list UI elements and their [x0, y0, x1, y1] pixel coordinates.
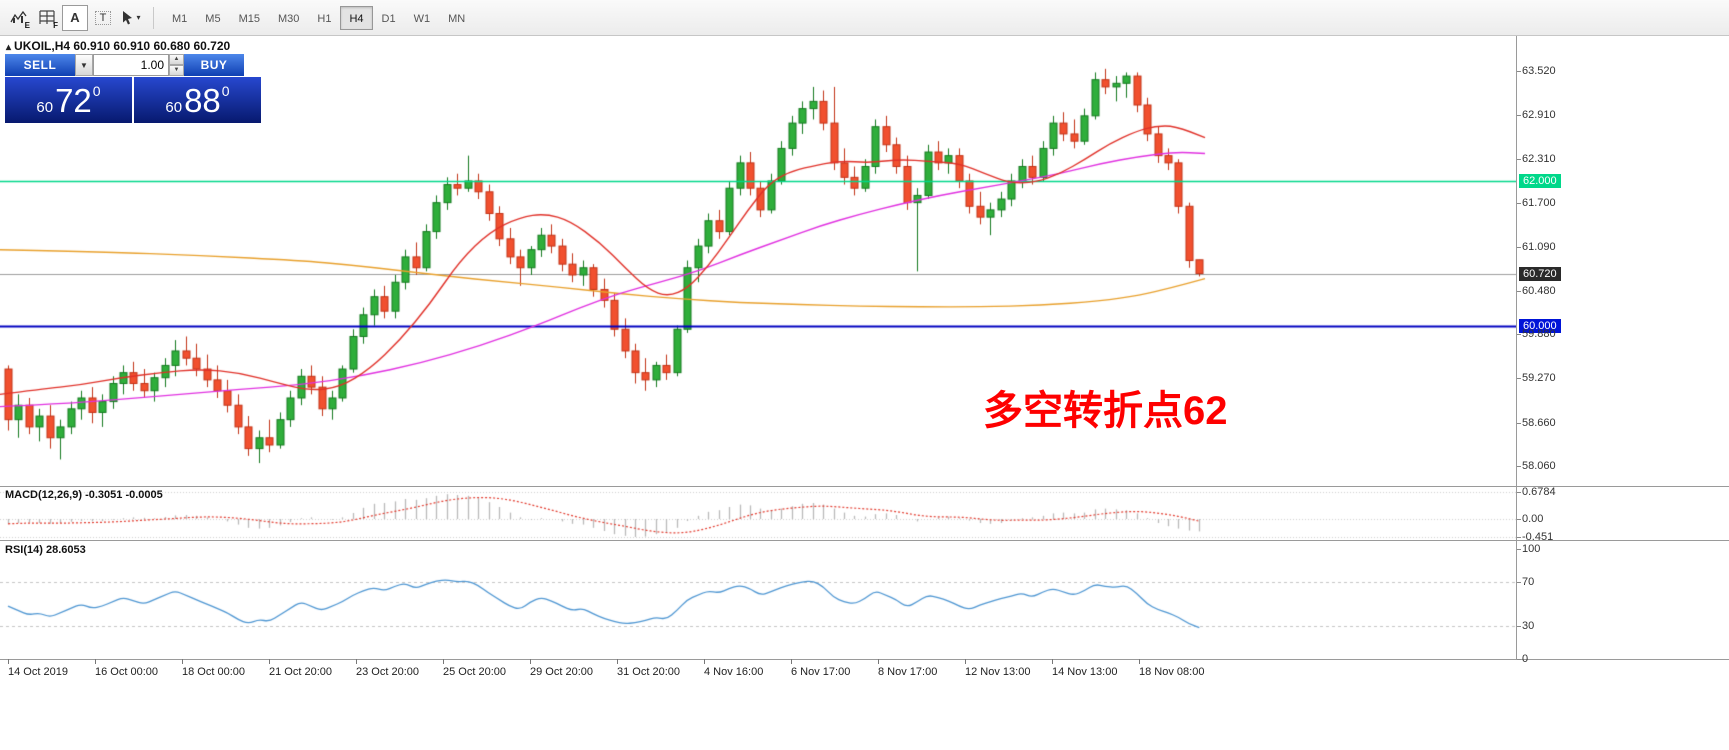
time-axis-label: 8 Nov 17:00 [878, 659, 938, 678]
chart-pattern-tool-button[interactable]: E [6, 5, 32, 31]
macd-axis-label: 0.00 [1516, 513, 1544, 525]
timeframe-button-m1[interactable]: M1 [172, 12, 188, 25]
macd-pane-canvas[interactable] [0, 487, 1516, 540]
timeframe-button-w1[interactable]: W1 [413, 12, 431, 25]
rsi-axis-label: 70 [1516, 576, 1535, 588]
collapse-arrow-icon[interactable]: ▴ [6, 42, 12, 53]
time-axis-label: 23 Oct 20:00 [356, 659, 419, 678]
sell-price-small: 60 [36, 98, 54, 116]
one-click-trade-panel: SELL ▼ ▲ ▼ BUY 60 72 0 60 88 0 [5, 54, 261, 123]
volume-dropdown-button[interactable]: ▼ [75, 54, 93, 76]
price-axis-label: 61.090 [1517, 241, 1556, 253]
price-axis-label: 61.700 [1517, 197, 1556, 209]
pane-separator[interactable] [0, 486, 1729, 487]
grid-tool-button[interactable]: F [34, 5, 60, 31]
price-axis-label: 62.310 [1517, 153, 1556, 165]
letter-a-icon: A [70, 10, 80, 25]
timeframe-button-h1[interactable]: H1 [317, 12, 332, 25]
price-axis-label: 62.000 [1519, 174, 1561, 188]
sell-price-big: 72 [55, 81, 92, 119]
price-axis-label: 59.270 [1517, 372, 1556, 384]
chevron-down-icon: ▾ [136, 13, 141, 22]
time-axis-label: 21 Oct 20:00 [269, 659, 332, 678]
time-axis[interactable]: 14 Oct 2019 16 Oct 00:00 18 Oct 00:00 21 Oc… [0, 659, 1516, 685]
rsi-axis-label: 100 [1516, 543, 1541, 555]
buy-button[interactable]: BUY [184, 54, 244, 76]
volume-stepper: ▲ ▼ [169, 54, 184, 76]
price-axis-label: 59.880 [1517, 328, 1556, 340]
rsi-axis-label: 30 [1516, 620, 1535, 632]
time-axis-label: 6 Nov 17:00 [791, 659, 851, 678]
timeframe-button-mn[interactable]: MN [448, 12, 466, 25]
macd-axis-label: 0.6784 [1517, 486, 1556, 498]
price-axis-label: 62.910 [1517, 109, 1556, 121]
volume-down-button[interactable]: ▼ [169, 65, 184, 76]
volume-up-button[interactable]: ▲ [169, 54, 184, 65]
time-axis-label: 14 Nov 13:00 [1052, 659, 1118, 678]
price-axis-label: 58.060 [1517, 460, 1556, 472]
buy-price-small: 60 [165, 98, 183, 116]
buy-price-sup: 0 [221, 83, 230, 99]
timeframe-button-m30[interactable]: M30 [277, 12, 300, 25]
timeframe-toolbar: M1 M5 M15 M30 H1 H4 D1 W1 MN [163, 5, 474, 30]
tool-badge: E [24, 20, 30, 30]
price-axis-label: 63.520 [1517, 65, 1556, 77]
price-axis-border [1516, 36, 1517, 659]
rsi-axis-label: 0 [1516, 653, 1529, 665]
symbol-info-line: ▴ UKOIL,H4 60.910 60.910 60.680 60.720 [6, 39, 230, 53]
price-axis-label: 60.000 [1519, 319, 1561, 333]
rsi-indicator-label: RSI(14) 28.6053 [5, 544, 86, 556]
price-axis-label: 60.480 [1517, 285, 1556, 297]
chart-pattern-icon [10, 10, 27, 23]
buy-price-big: 88 [184, 81, 221, 119]
buy-price-display[interactable]: 60 88 0 [134, 77, 261, 123]
chart-annotation-text: 多空转折点62 [983, 389, 1228, 433]
sell-button[interactable]: SELL [5, 54, 75, 76]
timeframe-button-d1[interactable]: D1 [381, 12, 396, 25]
cursor-icon [123, 11, 133, 25]
sell-price-display[interactable]: 60 72 0 [5, 77, 132, 123]
timeframe-button-m5[interactable]: M5 [205, 12, 221, 25]
time-axis-label: 29 Oct 20:00 [530, 659, 593, 678]
price-axis[interactable]: 63.520 62.910 62.310 62.000 61.700 61.090 60.7… [1516, 36, 1729, 696]
timeframe-button-h4[interactable]: H4 [340, 5, 373, 30]
time-axis-label: 12 Nov 13:00 [965, 659, 1031, 678]
toolbar: E F A T ▾ M1 M5 M15 M30 H1 H4 D1 W1 MN [0, 0, 1729, 36]
pane-separator[interactable] [0, 540, 1729, 541]
time-axis-label: 25 Oct 20:00 [443, 659, 506, 678]
time-axis-label: 14 Oct 2019 [8, 659, 68, 678]
text-tool-button[interactable]: T [90, 5, 116, 31]
timeframe-button-m15[interactable]: M15 [238, 12, 260, 25]
text-annotation-tool-button[interactable]: A [62, 4, 88, 31]
pane-separator [0, 659, 1729, 660]
cursor-tool-button[interactable]: ▾ [118, 5, 144, 31]
chart-window: ▴ UKOIL,H4 60.910 60.910 60.680 60.720 SE… [0, 36, 1729, 750]
symbol-ohlc-text: UKOIL,H4 60.910 60.910 60.680 60.720 [14, 39, 231, 53]
sell-price-sup: 0 [92, 83, 101, 99]
toolbar-separator [153, 6, 154, 29]
time-axis-label: 18 Nov 08:00 [1139, 659, 1205, 678]
time-axis-label: 4 Nov 16:00 [704, 659, 764, 678]
time-axis-label: 16 Oct 00:00 [95, 659, 158, 678]
macd-axis-label: -0.451 [1516, 531, 1554, 543]
macd-indicator-label: MACD(12,26,9) -0.3051 -0.0005 [5, 489, 163, 501]
price-axis-label: 60.720 [1519, 267, 1561, 281]
tool-badge: F [53, 20, 58, 30]
time-axis-label: 31 Oct 20:00 [617, 659, 680, 678]
rsi-pane-canvas[interactable] [0, 541, 1516, 659]
grid-icon [39, 10, 55, 24]
time-axis-label: 18 Oct 00:00 [182, 659, 245, 678]
price-axis-label: 58.660 [1517, 417, 1556, 429]
volume-input[interactable] [93, 54, 169, 76]
letter-t-icon: T [94, 10, 112, 25]
